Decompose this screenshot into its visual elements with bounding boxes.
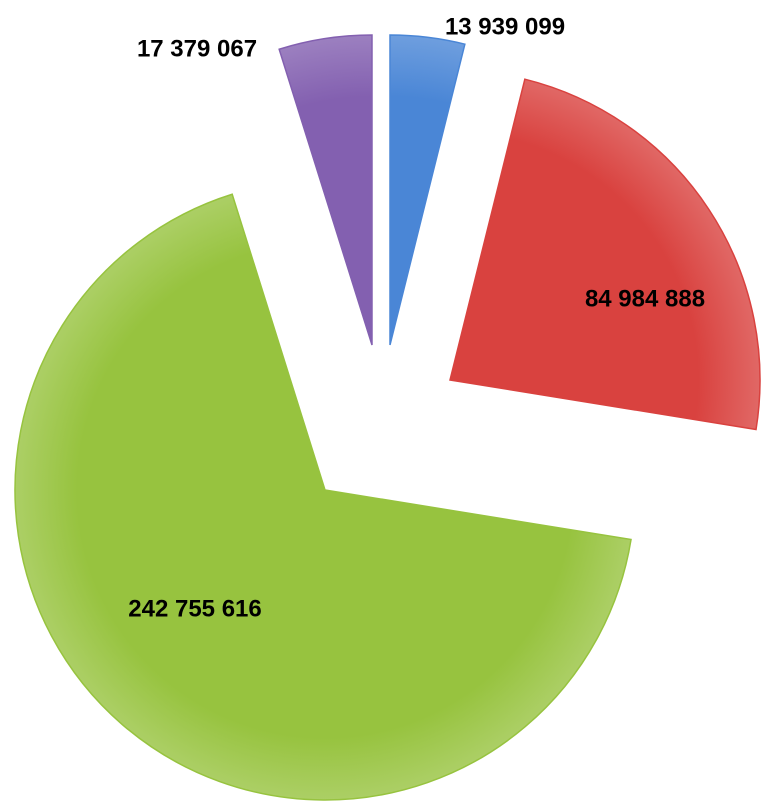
data-label: 17 379 067 bbox=[137, 35, 257, 62]
pie-slice bbox=[449, 78, 761, 431]
pie-slice bbox=[389, 34, 466, 346]
data-label: 13 939 099 bbox=[445, 13, 565, 40]
pie-slice bbox=[14, 193, 632, 801]
data-label: 242 755 616 bbox=[128, 595, 261, 622]
data-label: 84 984 888 bbox=[585, 285, 705, 312]
pie-slice bbox=[278, 34, 373, 346]
